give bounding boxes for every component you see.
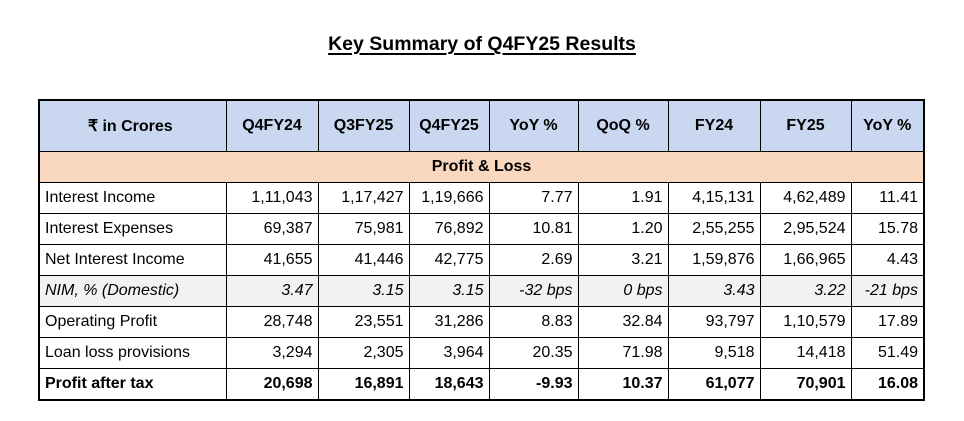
cell-yoy-quarter: 10.81 — [488, 213, 579, 245]
cell-q4fy24: 41,655 — [225, 244, 319, 276]
header-cell-fy25: FY25 — [759, 99, 852, 152]
cell-fy24: 3.43 — [667, 275, 761, 307]
cell-q4fy24: 20,698 — [225, 368, 319, 401]
cell-yoy-annual: -21 bps — [850, 275, 925, 307]
cell-yoy-quarter: 8.83 — [488, 306, 579, 338]
header-cell-unit: ₹ in Crores — [38, 99, 227, 152]
header-cell-q3fy25: Q3FY25 — [317, 99, 410, 152]
cell-fy25: 70,901 — [759, 368, 852, 401]
table-row: Interest Income 1,11,043 1,17,427 1,19,666 7… — [38, 182, 925, 214]
table-row: Profit after tax 20,698 16,891 18,643 -9.93 1… — [38, 368, 925, 401]
cell-q4fy25: 1,19,666 — [408, 182, 490, 214]
cell-q4fy25: 3,964 — [408, 337, 490, 369]
row-label: Interest Income — [38, 182, 227, 214]
cell-yoy-quarter: 2.69 — [488, 244, 579, 276]
header-cell-yoy-quarter: YoY % — [488, 99, 579, 152]
cell-yoy-quarter: -9.93 — [488, 368, 579, 401]
header-cell-yoy-annual: YoY % — [850, 99, 925, 152]
cell-fy25: 2,95,524 — [759, 213, 852, 245]
cell-qoq: 1.91 — [577, 182, 669, 214]
section-row: Profit & Loss — [38, 151, 925, 183]
cell-fy24: 1,59,876 — [667, 244, 761, 276]
cell-yoy-annual: 17.89 — [850, 306, 925, 338]
cell-fy24: 61,077 — [667, 368, 761, 401]
cell-q3fy25: 1,17,427 — [317, 182, 410, 214]
cell-fy25: 3.22 — [759, 275, 852, 307]
cell-yoy-quarter: 7.77 — [488, 182, 579, 214]
cell-q3fy25: 16,891 — [317, 368, 410, 401]
cell-q4fy25: 18,643 — [408, 368, 490, 401]
table-row: Operating Profit 28,748 23,551 31,286 8.83 32… — [38, 306, 925, 338]
table-row: Net Interest Income 41,655 41,446 42,775 2.6… — [38, 244, 925, 276]
row-label: Net Interest Income — [38, 244, 227, 276]
cell-q3fy25: 2,305 — [317, 337, 410, 369]
cell-fy25: 4,62,489 — [759, 182, 852, 214]
cell-fy24: 9,518 — [667, 337, 761, 369]
header-cell-q4fy25: Q4FY25 — [408, 99, 490, 152]
row-label: Profit after tax — [38, 368, 227, 401]
cell-q4fy25: 76,892 — [408, 213, 490, 245]
cell-fy25: 1,10,579 — [759, 306, 852, 338]
cell-q4fy25: 31,286 — [408, 306, 490, 338]
page-title: Key Summary of Q4FY25 Results — [328, 33, 636, 55]
row-label: Loan loss provisions — [38, 337, 227, 369]
cell-yoy-annual: 11.41 — [850, 182, 925, 214]
cell-qoq: 3.21 — [577, 244, 669, 276]
table-row: Loan loss provisions 3,294 2,305 3,964 20.35… — [38, 337, 925, 369]
header-row: ₹ in Crores Q4FY24 Q3FY25 Q4FY25 YoY % Q… — [38, 99, 925, 152]
cell-qoq: 1.20 — [577, 213, 669, 245]
results-summary-table: ₹ in Crores Q4FY24 Q3FY25 Q4FY25 YoY % Q… — [38, 99, 925, 401]
cell-yoy-annual: 4.43 — [850, 244, 925, 276]
row-label: NIM, % (Domestic) — [38, 275, 227, 307]
table-row: NIM, % (Domestic) 3.47 3.15 3.15 -32 bps 0 bp… — [38, 275, 925, 307]
cell-q3fy25: 41,446 — [317, 244, 410, 276]
table-row: Interest Expenses 69,387 75,981 76,892 10.81… — [38, 213, 925, 245]
cell-q4fy25: 42,775 — [408, 244, 490, 276]
cell-yoy-annual: 51.49 — [850, 337, 925, 369]
row-label: Interest Expenses — [38, 213, 227, 245]
header-cell-qoq: QoQ % — [577, 99, 669, 152]
cell-qoq: 10.37 — [577, 368, 669, 401]
header-cell-fy24: FY24 — [667, 99, 761, 152]
cell-yoy-quarter: 20.35 — [488, 337, 579, 369]
cell-q4fy24: 1,11,043 — [225, 182, 319, 214]
cell-q3fy25: 75,981 — [317, 213, 410, 245]
cell-q4fy24: 69,387 — [225, 213, 319, 245]
cell-yoy-quarter: -32 bps — [488, 275, 579, 307]
cell-q4fy24: 28,748 — [225, 306, 319, 338]
cell-q4fy24: 3.47 — [225, 275, 319, 307]
cell-fy25: 1,66,965 — [759, 244, 852, 276]
cell-q3fy25: 3.15 — [317, 275, 410, 307]
header-cell-q4fy24: Q4FY24 — [225, 99, 319, 152]
cell-yoy-annual: 15.78 — [850, 213, 925, 245]
cell-fy25: 14,418 — [759, 337, 852, 369]
row-label: Operating Profit — [38, 306, 227, 338]
cell-qoq: 71.98 — [577, 337, 669, 369]
section-label: Profit & Loss — [38, 151, 925, 183]
cell-q4fy25: 3.15 — [408, 275, 490, 307]
cell-qoq: 0 bps — [577, 275, 669, 307]
cell-fy24: 2,55,255 — [667, 213, 761, 245]
cell-q3fy25: 23,551 — [317, 306, 410, 338]
cell-fy24: 4,15,131 — [667, 182, 761, 214]
cell-q4fy24: 3,294 — [225, 337, 319, 369]
cell-qoq: 32.84 — [577, 306, 669, 338]
cell-yoy-annual: 16.08 — [850, 368, 925, 401]
cell-fy24: 93,797 — [667, 306, 761, 338]
